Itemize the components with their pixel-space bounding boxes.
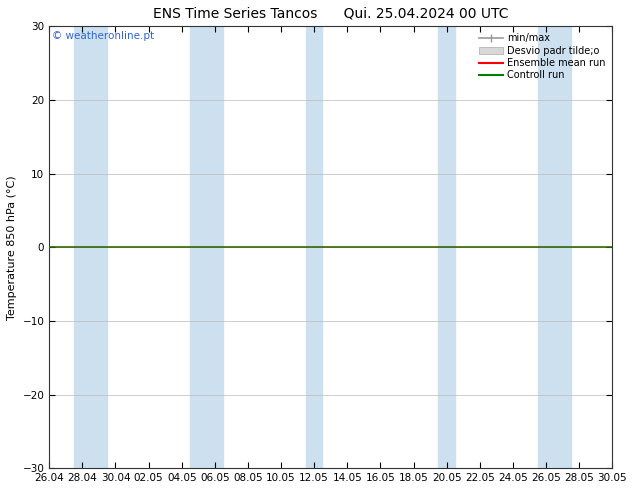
Title: ENS Time Series Tancos      Qui. 25.04.2024 00 UTC: ENS Time Series Tancos Qui. 25.04.2024 0… [153, 7, 508, 21]
Bar [190, 26, 223, 468]
Bar [74, 26, 107, 468]
Bar [306, 26, 323, 468]
Legend: min/max, Desvio padr tilde;o, Ensemble mean run, Controll run: min/max, Desvio padr tilde;o, Ensemble m… [477, 31, 607, 82]
Bar [438, 26, 455, 468]
Bar [538, 26, 571, 468]
Y-axis label: Temperature 850 hPa (°C): Temperature 850 hPa (°C) [7, 175, 17, 319]
Text: © weatheronline.pt: © weatheronline.pt [52, 31, 154, 41]
